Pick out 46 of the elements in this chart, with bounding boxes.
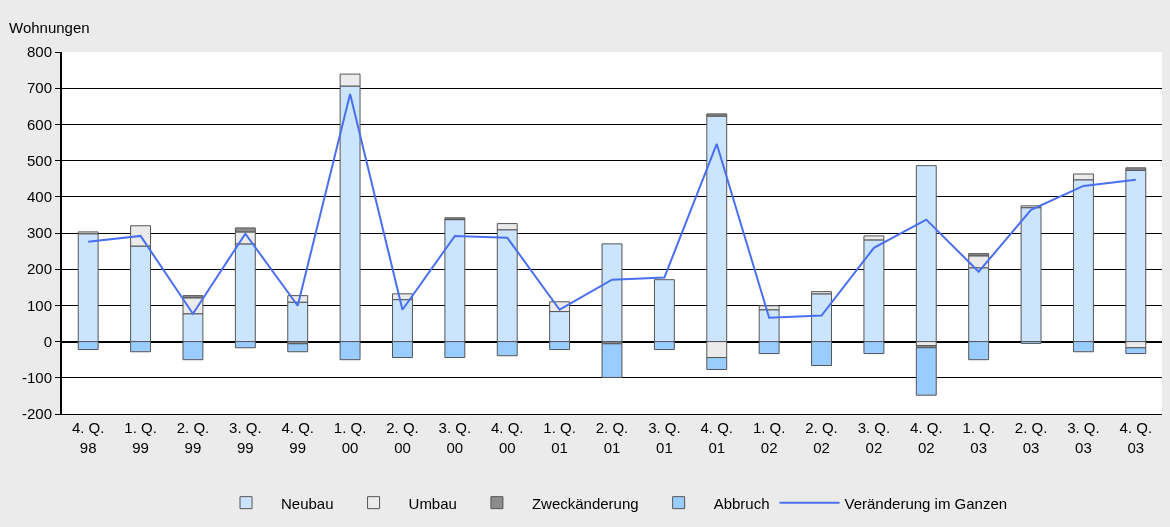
x-tick-label: 4. Q. 02 [910,419,943,456]
legend-label: Veränderung im Ganzen [844,494,1008,512]
line-series [87,92,1137,319]
x-tick-label: 4. Q. 03 [1119,419,1153,456]
x-tick-label: 2. Q. 00 [386,419,419,456]
x-tick-label: 4. Q. 99 [281,419,314,456]
y-tick-label: 500 [26,151,52,169]
y-tick-label: -200 [21,405,52,423]
x-tick-label: 4. Q. 01 [700,419,734,456]
legend-label: Neubau [281,494,334,512]
x-tick-label: 1. Q. 01 [543,419,576,456]
x-tick-label: 3. Q. 01 [648,419,681,456]
y-tick-label: 0 [43,332,52,350]
x-tick-label: 3. Q. 02 [857,419,891,456]
x-tick-label: 1. Q. 03 [962,419,995,456]
y-tick-label: 200 [26,260,52,278]
x-tick-label: 3. Q. 99 [229,419,262,456]
bar [601,343,623,378]
bar [1020,207,1042,343]
y-tick-label: 100 [26,296,52,314]
bar [287,343,309,353]
x-tick-label: 4. Q. 00 [490,419,524,456]
x-tick-label: 1. Q. 00 [333,419,367,456]
bar [915,347,937,396]
legend-label: Zweckänderung [531,494,639,512]
x-tick-label: 2. Q. 03 [1014,419,1048,456]
legend-label: Umbau [408,494,457,512]
legend-label: Abbruch [713,494,770,512]
y-tick-label: 600 [26,115,52,133]
x-tick-label: 2. Q. 99 [176,419,210,456]
x-tick-label: 1. Q. 02 [752,419,786,456]
y-axis-title: Wohnungen [9,19,90,36]
x-tick-label: 2. Q. 01 [595,419,629,456]
bar [601,243,623,343]
x-tick-label: 1. Q. 99 [124,419,157,456]
bar [915,165,937,343]
x-tick-label: 4. Q. 98 [71,419,105,456]
y-tick-label: 400 [26,188,52,206]
y-tick-label: -100 [21,369,52,387]
y-tick-label: 800 [26,43,52,61]
x-tick-label: 3. Q. 03 [1067,419,1100,456]
bar [1125,169,1147,343]
y-tick-label: 700 [26,79,52,97]
x-tick-label: 3. Q. 00 [438,419,472,456]
x-tick-label: 2. Q. 02 [805,419,838,456]
y-tick-label: 300 [26,224,52,242]
